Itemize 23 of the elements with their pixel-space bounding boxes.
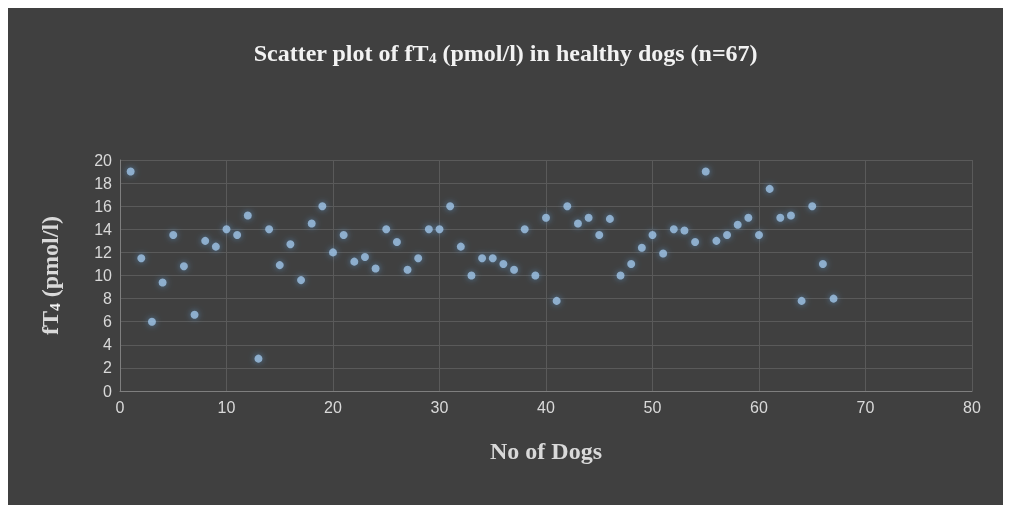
y-tick-label: 18 xyxy=(94,174,113,192)
x-tick-label: 50 xyxy=(643,398,662,416)
x-tick-label: 30 xyxy=(430,398,449,416)
y-tick-label: 6 xyxy=(103,313,113,331)
y-tick-label: 0 xyxy=(103,382,113,400)
y-tick-label: 8 xyxy=(103,290,113,308)
y-tick-label: 16 xyxy=(94,197,113,215)
x-tick-label: 40 xyxy=(537,398,555,416)
x-tick-label: 0 xyxy=(115,398,125,416)
y-tick-label: 2 xyxy=(103,359,113,377)
x-tick-label: 10 xyxy=(217,398,236,416)
x-tick-label: 60 xyxy=(750,398,768,416)
x-tick-label: 20 xyxy=(324,398,342,416)
y-tick-label: 14 xyxy=(94,220,113,238)
chart-title: Scatter plot of fT4 (pmol/l) in healthy dogs (n=67) xyxy=(253,40,758,67)
x-tick-label: 70 xyxy=(856,398,875,416)
y-tick-label: 4 xyxy=(103,336,113,354)
y-axis-title: fT4 (pmol/l) xyxy=(36,215,63,336)
x-axis-title: No of Dogs xyxy=(490,438,602,464)
x-tick-label: 80 xyxy=(963,398,981,416)
y-tick-label: 10 xyxy=(94,267,113,284)
y-tick-label: 12 xyxy=(94,243,113,261)
y-tick-label: 20 xyxy=(94,151,113,169)
